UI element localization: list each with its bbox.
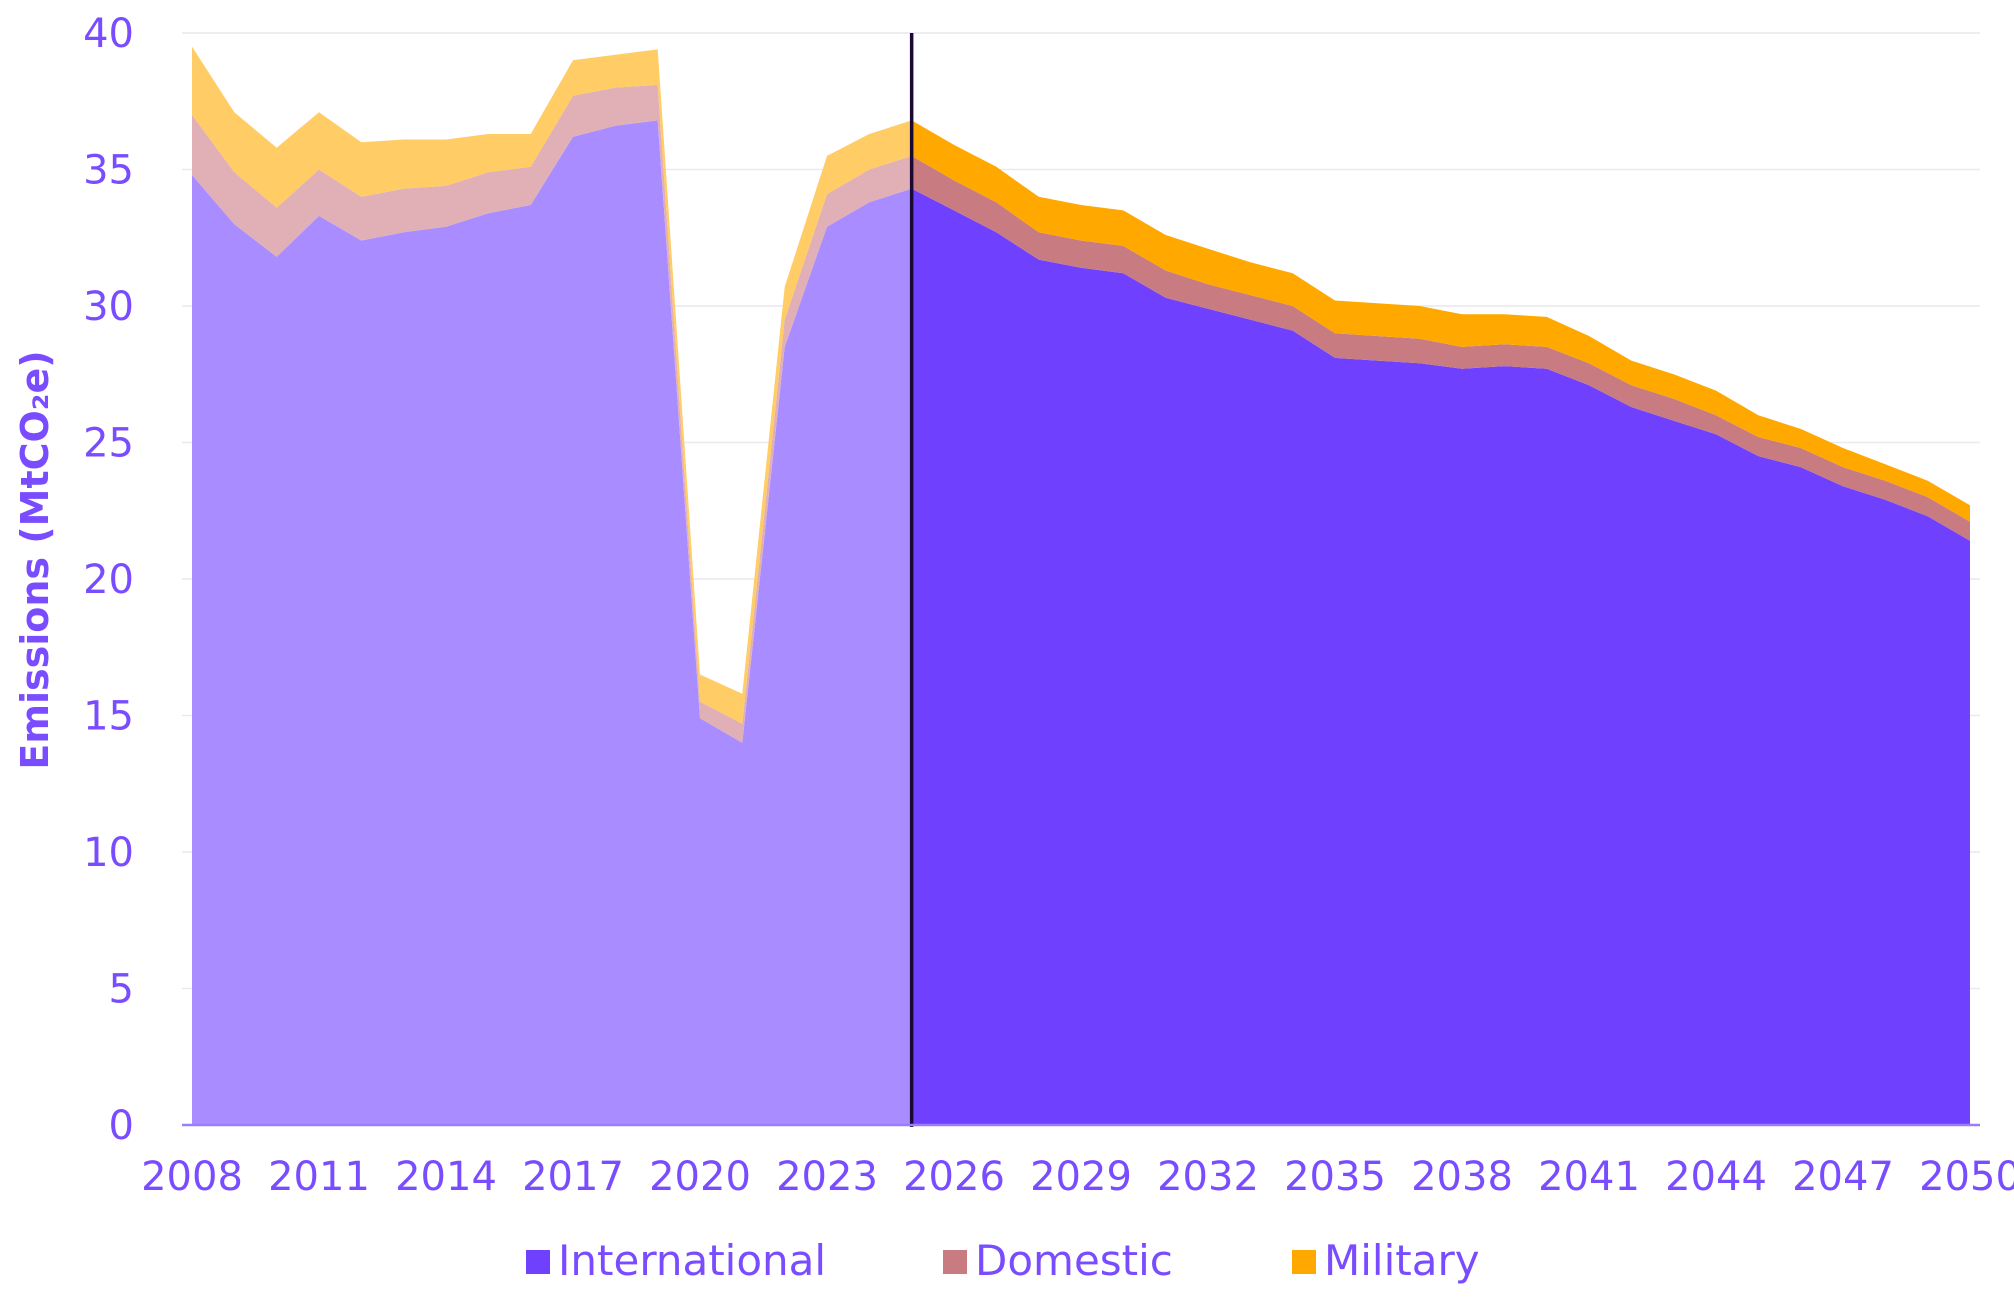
y-tick-label: 35 [83,148,134,194]
y-tick-label: 10 [83,830,134,876]
x-tick-label: 2044 [1665,1154,1767,1200]
area-international-historic [192,120,912,1125]
x-tick-label: 2032 [1157,1154,1259,1200]
y-axis-label: Emissions (MtCO₂e) [13,350,57,769]
x-tick-label: 2047 [1792,1154,1894,1200]
y-tick-label: 40 [83,11,134,57]
area-domestic-projected [911,155,1971,541]
x-tick-label: 2008 [141,1154,243,1200]
y-tick-label: 20 [83,557,134,603]
x-tick-label: 2050 [1919,1154,2014,1200]
y-tick-label: 30 [83,284,134,330]
legend-item-international: International [526,1236,826,1285]
x-tick-label: 2017 [522,1154,624,1200]
legend-item-military: Military [1292,1236,1480,1285]
area-international-projected [911,188,1971,1126]
legend-label: Domestic [975,1236,1173,1285]
legend-item-domestic: Domestic [943,1236,1173,1285]
y-tick-label: 25 [83,421,134,467]
legend-swatch [526,1250,550,1274]
y-tick-label: 5 [109,967,134,1013]
x-tick-label: 2029 [1030,1154,1132,1200]
x-tick-label: 2020 [649,1154,751,1200]
x-tick-label: 2014 [395,1154,497,1200]
x-tick-label: 2011 [268,1154,370,1200]
x-tick-label: 2023 [776,1154,878,1200]
y-tick-label: 0 [109,1103,134,1149]
x-tick-label: 2041 [1538,1154,1640,1200]
x-axis-ticks: 2008 2011 2014 2017 2020 2023 2026 2029 2032 2035… [141,1154,2014,1200]
x-tick-label: 2038 [1411,1154,1513,1200]
y-axis-ticks: 0 5 10 15 20 25 30 35 40 [83,11,134,1149]
chart-areas [182,33,1980,1127]
legend-swatch [943,1250,967,1274]
legend: International Domestic Military [526,1236,1480,1285]
x-tick-label: 2026 [903,1154,1005,1200]
legend-swatch [1292,1250,1316,1274]
y-tick-label: 15 [83,694,134,740]
area-military-projected [911,120,1971,522]
legend-label: Military [1324,1236,1480,1285]
x-tick-label: 2035 [1284,1154,1386,1200]
legend-label: International [558,1236,826,1285]
